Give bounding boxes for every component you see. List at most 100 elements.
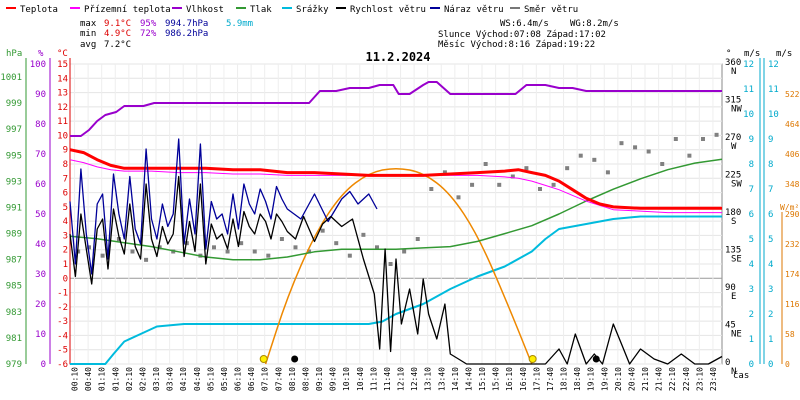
pct-tick-label: 30 [35, 270, 46, 280]
wind-dir-point [483, 162, 488, 166]
temp-tick-label: 4 [63, 217, 68, 227]
dir-tick-name: NW [731, 105, 742, 115]
hpa-tick-label: 995 [6, 151, 22, 161]
solar-line [264, 167, 533, 365]
wind-dir-point [374, 245, 379, 250]
pressure-line [69, 158, 723, 261]
hpa-tick-label: 985 [6, 282, 22, 292]
dir-tick-name: E [731, 292, 736, 302]
dir-tick-label: 315 [725, 96, 741, 106]
sunrise-marker [259, 355, 268, 363]
temp-tick-label: 5 [63, 203, 68, 213]
ms2-tick-label: 9 [768, 135, 773, 145]
wind-dir-point [87, 245, 92, 250]
dir-tick-label: 180 [725, 208, 741, 218]
hpa-tick-label: 991 [6, 203, 22, 213]
ms2-tick-label: 10 [768, 110, 779, 120]
ms2-tick-label: 6 [768, 210, 773, 220]
ms2-tick-label: 11 [768, 85, 779, 95]
ms2-tick-label: 1 [768, 335, 773, 345]
solar-tick-label: 464 [785, 120, 800, 129]
x-tick-label: 01:10 [98, 367, 107, 391]
x-tick-label: 05:10 [206, 367, 215, 391]
x-tick-label: 23:40 [709, 367, 718, 391]
solar-tick-label: 232 [785, 240, 800, 249]
wind-dir-point [252, 249, 257, 254]
pct-tick-label: 70 [35, 150, 46, 160]
x-tick-label: 17:10 [532, 367, 541, 391]
x-tick-label: 08:10 [288, 367, 297, 391]
x-tick-label: 04:40 [193, 367, 202, 391]
temp-tick-label: -1 [57, 289, 68, 299]
dir-tick-name: SW [731, 180, 742, 190]
x-tick-label: 00:40 [84, 367, 93, 391]
stat-avg-temp: 7.2°C [104, 40, 131, 50]
wind-dir-point [402, 249, 407, 254]
x-tick-label: 22:40 [682, 367, 691, 391]
temp-tick-label: -2 [57, 303, 68, 313]
ms-tick-label: 8 [749, 160, 754, 170]
legend-label: Tlak [250, 5, 272, 15]
wind-dir-point [619, 141, 624, 146]
wind-dir-point [524, 166, 529, 171]
legend-label: Srážky [296, 5, 329, 15]
x-tick-label: 04:10 [179, 367, 188, 391]
markers [259, 355, 600, 363]
temp-tick-label: 0 [63, 274, 68, 284]
stat-max-hum: 95% [140, 19, 157, 29]
x-tick-label: 02:10 [125, 367, 134, 391]
hpa-tick-label: 981 [6, 334, 22, 344]
ms-tick-label: 10 [743, 110, 754, 120]
stat-rain: 5.9mm [226, 19, 253, 29]
ms2-tick-label: 7 [768, 185, 773, 195]
wind-dir-point [442, 170, 447, 175]
x-tick-label: 11:10 [369, 367, 378, 391]
x-tick-label: 19:10 [587, 367, 596, 391]
hpa-unit: hPa [6, 49, 22, 59]
temperature-line [69, 148, 722, 210]
ms-tick-label: 7 [749, 185, 754, 195]
dir-tick-label: 360 [725, 58, 741, 68]
ms-tick-label: 1 [749, 335, 754, 345]
solar-tick-label: 522 [785, 90, 800, 99]
wind-dir-point [211, 245, 216, 250]
chart-title: 11.2.2024 [365, 50, 430, 64]
pct-tick-label: 100 [30, 60, 46, 70]
moonset-marker [592, 355, 600, 363]
moonrise-marker [291, 355, 299, 363]
ms-tick-label: 5 [749, 235, 754, 245]
wind-dir-point [565, 166, 570, 171]
ms-tick-label: 9 [749, 135, 754, 145]
plot-border [69, 63, 723, 365]
wind-dir-point [388, 262, 393, 266]
hpa-tick-label: 987 [6, 256, 22, 266]
x-tick-label: 18:40 [573, 367, 582, 391]
hpa-tick-label: 979 [6, 360, 22, 370]
ms-tick-label: 0 [749, 360, 754, 370]
legend-label: Teplota [20, 5, 58, 15]
wind-dir-point [225, 249, 230, 254]
wind-dir-point [144, 257, 149, 262]
humidity-line [70, 81, 722, 137]
wind-dir-point [361, 232, 366, 237]
wind-dir-point [334, 241, 339, 246]
time-unit: čas [733, 370, 749, 381]
legend-label: Přízemní teplota [84, 5, 171, 15]
temp-tick-label: 13 [57, 89, 68, 99]
legend-label: Rychlost větru [350, 5, 426, 15]
wind-dir-point [130, 249, 135, 254]
pct-tick-label: 10 [35, 330, 46, 340]
wind-dir-point [470, 182, 475, 187]
x-tick-label: 22:10 [668, 367, 677, 391]
dir-tick-label: 135 [725, 246, 741, 256]
dir-tick-label: 45 [725, 321, 736, 331]
stat-ws: WS:6.4m/s [500, 19, 549, 29]
x-tick-label: 02:40 [138, 367, 147, 391]
x-tick-label: 03:10 [152, 367, 161, 391]
pct-tick-label: 50 [35, 210, 46, 220]
x-tick-label: 20:10 [614, 367, 623, 391]
x-tick-label: 06:40 [247, 367, 256, 391]
ms-tick-label: 6 [749, 210, 754, 220]
wind-dir-point [497, 182, 502, 187]
